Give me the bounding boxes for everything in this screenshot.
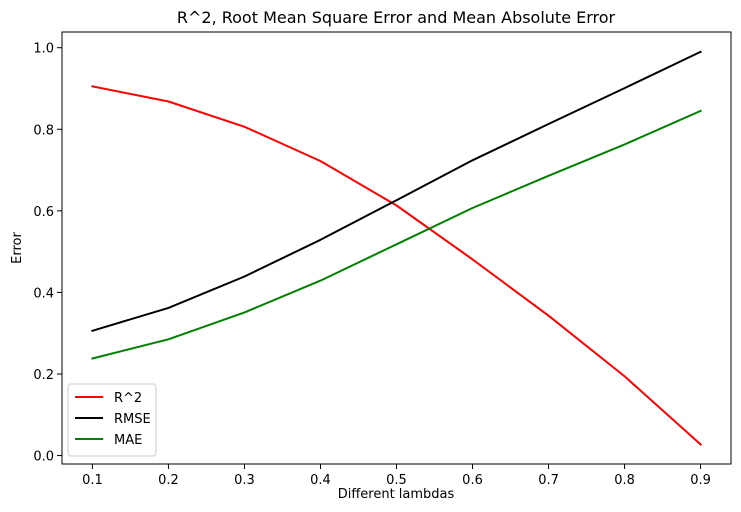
x-tick-label: 0.8: [614, 473, 635, 488]
x-tick-label: 0.9: [690, 473, 711, 488]
x-tick-label: 0.5: [386, 473, 407, 488]
series-line-rmse: [91, 50, 702, 333]
y-tick-label: 1.0: [33, 42, 54, 57]
series-line-mae: [91, 109, 702, 360]
legend-label: R^2: [114, 391, 142, 406]
x-tick-label: 0.7: [538, 473, 559, 488]
series-line-r-2: [91, 85, 703, 446]
y-tick-label: 0.0: [33, 450, 54, 465]
legend-label: MAE: [114, 433, 142, 448]
x-tick-label: 0.1: [82, 473, 103, 488]
y-tick-label: 0.2: [33, 368, 54, 383]
chart-title: R^2, Root Mean Square Error and Mean Abs…: [177, 8, 616, 27]
legend-label: RMSE: [114, 412, 151, 427]
x-tick-label: 0.4: [310, 473, 331, 488]
x-tick-label: 0.2: [158, 473, 179, 488]
plot-area: 0.1 0.2 0.3 0.4 0.5 0.6 0.7 0.8 0.9 0.0 0.2 0.4 0.6 0…: [33, 31, 732, 488]
x-tick-label: 0.3: [234, 473, 255, 488]
y-tick-label: 0.4: [33, 286, 54, 301]
axes-frame: [61, 31, 732, 465]
y-tick-label: 0.8: [33, 123, 54, 138]
y-axis-label: Error: [10, 232, 25, 264]
y-tick-label: 0.6: [33, 205, 54, 220]
x-axis-label: Different lambdas: [338, 487, 455, 502]
x-tick-label: 0.6: [462, 473, 483, 488]
